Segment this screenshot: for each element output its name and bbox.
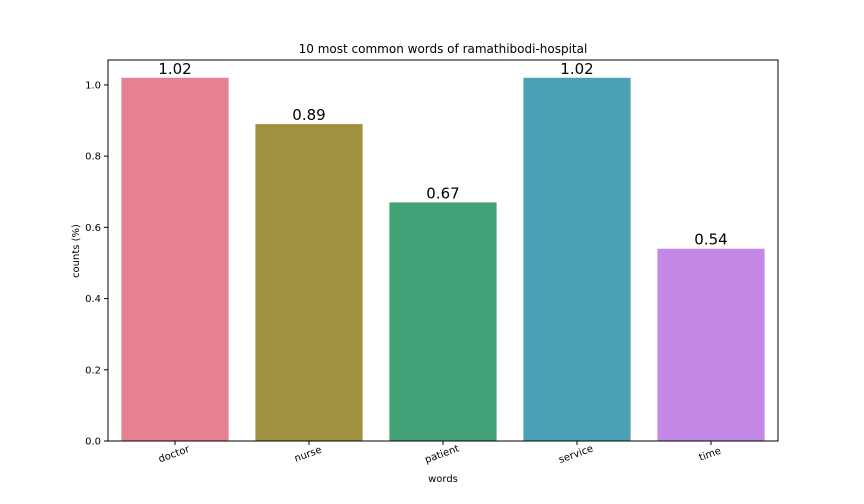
y-axis: 0.0 0.2 0.4 0.6 0.8 1.0: [85, 80, 108, 448]
bar-doctor: [121, 77, 229, 441]
y-axis-label: counts (%): [71, 224, 82, 278]
bars-group: [121, 77, 765, 442]
x-axis: doctor nurse patient service time: [157, 441, 723, 466]
value-label-doctor: 1.02: [158, 60, 191, 78]
bar-service: [523, 77, 631, 441]
x-tick-label-doctor: doctor: [157, 444, 192, 466]
x-tick-label-patient: patient: [424, 443, 461, 466]
bar-patient: [389, 202, 497, 441]
x-tick-label-service: service: [557, 443, 594, 466]
chart-title: 10 most common words of ramathibodi-hosp…: [299, 42, 588, 56]
bar-nurse: [255, 124, 363, 442]
value-label-service: 1.02: [560, 60, 593, 78]
y-tick-label: 0.0: [85, 437, 101, 448]
plot-frame: [107, 59, 779, 442]
y-tick-label: 0.2: [85, 365, 101, 376]
x-tick-label-nurse: nurse: [293, 445, 323, 465]
bar-time: [657, 248, 765, 441]
value-label-nurse: 0.89: [292, 106, 325, 124]
y-tick-label: 0.4: [85, 294, 101, 305]
y-tick-label: 1.0: [85, 80, 101, 91]
value-label-time: 0.54: [694, 231, 727, 249]
y-tick-label: 0.6: [85, 223, 101, 234]
value-labels-group: 1.02 0.89 0.67 1.02 0.54: [158, 60, 727, 249]
y-tick-label: 0.8: [85, 152, 101, 163]
value-label-patient: 0.67: [426, 184, 459, 202]
x-axis-label: words: [428, 474, 458, 485]
x-tick-label-time: time: [698, 446, 723, 464]
